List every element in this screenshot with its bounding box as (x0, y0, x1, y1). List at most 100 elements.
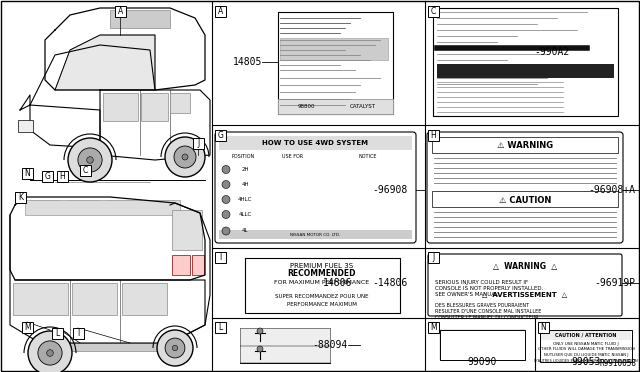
Text: CAUTION / ATTENTION: CAUTION / ATTENTION (556, 333, 617, 337)
Text: OTHER FLUIDS WILL DAMAGE THE TRANSMISSION: OTHER FLUIDS WILL DAMAGE THE TRANSMISSIO… (538, 347, 634, 351)
Bar (219, 136, 412, 150)
Text: N: N (24, 169, 30, 178)
Bar (540, 330, 632, 362)
Bar (440, 330, 525, 360)
Text: 98800: 98800 (297, 103, 315, 109)
Bar (541, 331, 631, 340)
Bar (428, 322, 439, 333)
Text: R9910058: R9910058 (599, 359, 636, 368)
Bar (172, 210, 202, 250)
Bar (13, 283, 68, 315)
Text: H: H (431, 131, 436, 140)
Bar (278, 12, 393, 114)
Text: PERFORMANCE MAXIMUM: PERFORMANCE MAXIMUM (287, 301, 357, 307)
Bar (172, 255, 190, 275)
Text: FOR MAXIMUM PERFORMANCE: FOR MAXIMUM PERFORMANCE (275, 279, 369, 285)
Bar (215, 252, 226, 263)
Bar (280, 38, 388, 60)
Circle shape (222, 196, 230, 203)
Circle shape (165, 338, 185, 358)
Bar (215, 322, 226, 333)
Text: ⚠ CAUTION: ⚠ CAUTION (499, 196, 551, 205)
Text: M: M (430, 323, 437, 332)
Bar (428, 252, 439, 263)
Bar (240, 328, 330, 345)
Text: -96908+A: -96908+A (588, 185, 635, 195)
Text: 99053: 99053 (572, 357, 601, 367)
Circle shape (172, 345, 178, 351)
Bar (437, 64, 614, 78)
Text: J: J (197, 139, 200, 148)
Text: N: N (541, 323, 547, 332)
Circle shape (222, 180, 230, 189)
Circle shape (86, 157, 93, 163)
Text: USE FOR: USE FOR (282, 154, 303, 160)
Bar (141, 93, 168, 121)
Bar (73, 328, 84, 339)
Circle shape (157, 330, 193, 366)
Bar (115, 6, 126, 17)
Text: △  WARNING  △: △ WARNING △ (493, 262, 557, 270)
Text: RECOMMENDED: RECOMMENDED (288, 269, 356, 279)
Text: I: I (220, 253, 221, 262)
Text: D'AUTRES LIQUIDES ENDOMMAGERONT LA TRANSMISSION: D'AUTRES LIQUIDES ENDOMMAGERONT LA TRANS… (534, 358, 638, 362)
Text: C: C (83, 166, 88, 175)
Text: SEE OWNER'S MANUAL: SEE OWNER'S MANUAL (435, 292, 498, 297)
Bar (240, 328, 330, 363)
Text: POSITION: POSITION (232, 154, 255, 160)
Bar (240, 346, 330, 362)
Text: SERIOUS INJURY COULD RESULT IF: SERIOUS INJURY COULD RESULT IF (435, 280, 528, 285)
Text: -88094: -88094 (313, 340, 348, 350)
Bar (245, 258, 400, 313)
Bar (278, 99, 393, 114)
Text: 99090: 99090 (467, 357, 497, 367)
Bar (433, 8, 618, 116)
Circle shape (78, 148, 102, 172)
Circle shape (165, 137, 205, 177)
Bar (52, 328, 63, 339)
Bar (103, 93, 138, 121)
Circle shape (174, 146, 196, 168)
Text: I: I (77, 329, 79, 338)
Text: L: L (218, 323, 223, 332)
Bar (22, 168, 33, 179)
Bar (42, 171, 53, 182)
Circle shape (47, 350, 53, 356)
Text: A: A (218, 7, 223, 16)
FancyBboxPatch shape (215, 132, 416, 243)
Circle shape (257, 328, 263, 334)
Circle shape (222, 227, 230, 235)
Text: SUPER RECOMMANDEZ POUR UNE: SUPER RECOMMANDEZ POUR UNE (275, 294, 369, 298)
Text: -96919P: -96919P (594, 278, 635, 288)
Text: DES BLESSURES GRAVES POURRAIENT: DES BLESSURES GRAVES POURRAIENT (435, 303, 529, 308)
Bar (428, 6, 439, 17)
Bar (25, 200, 180, 215)
Bar (57, 171, 68, 182)
Text: -96908: -96908 (372, 185, 408, 195)
Text: G: G (218, 131, 223, 140)
Bar (18, 120, 33, 132)
Bar (428, 130, 439, 141)
Text: HOW TO USE 4WD SYSTEM: HOW TO USE 4WD SYSTEM (262, 140, 368, 146)
Text: 4H: 4H (241, 182, 249, 187)
Bar (72, 283, 117, 315)
Bar (215, 6, 226, 17)
Circle shape (38, 341, 62, 365)
Text: -14806: -14806 (372, 278, 408, 288)
Text: 14805: 14805 (234, 57, 262, 67)
Text: RESULTER D'UNE CONSOLE MAL INSTALLEE: RESULTER D'UNE CONSOLE MAL INSTALLEE (435, 309, 541, 314)
Text: 4LLC: 4LLC (238, 212, 252, 217)
Circle shape (182, 154, 188, 160)
Bar (38, 343, 170, 351)
Text: ONLY USE NISSAN MATIC FLUID J: ONLY USE NISSAN MATIC FLUID J (553, 342, 619, 346)
Text: H: H (60, 172, 65, 181)
Text: 4L: 4L (242, 228, 248, 234)
Text: PREMIUM FUEL 3S: PREMIUM FUEL 3S (291, 263, 353, 269)
Text: J: J (433, 253, 435, 262)
Text: -990A2: -990A2 (535, 47, 570, 57)
Bar (192, 255, 204, 275)
Text: NISSAN MOTOR CO. LTD.: NISSAN MOTOR CO. LTD. (290, 233, 340, 237)
Bar (15, 192, 26, 203)
Bar (219, 230, 412, 239)
Bar (278, 99, 393, 114)
